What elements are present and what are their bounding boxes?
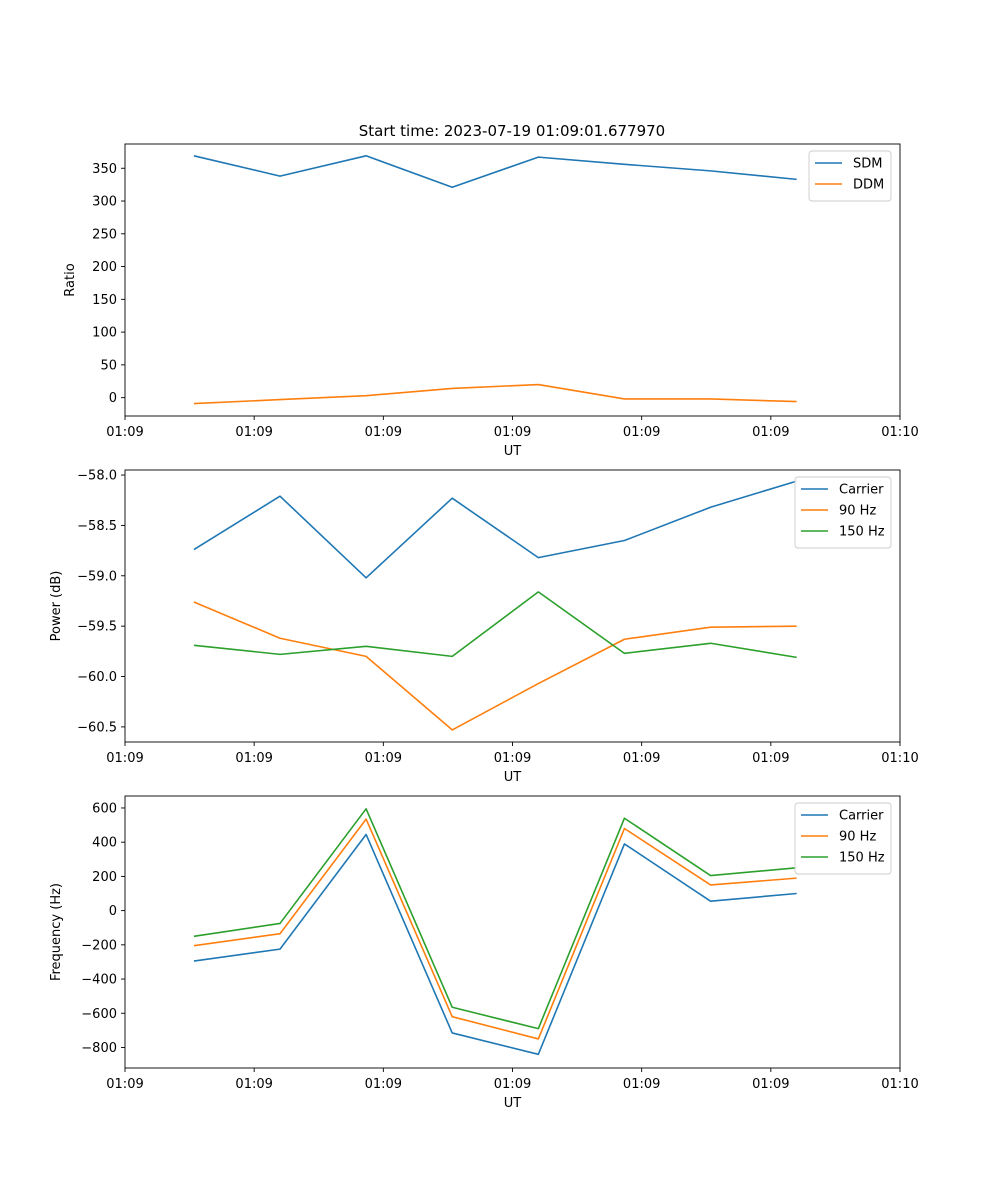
x-tick-label: 01:09 — [365, 425, 402, 440]
axes-frame — [124, 143, 901, 417]
series-line-150-hz — [193, 808, 797, 1030]
x-tick-label: 01:09 — [623, 751, 660, 766]
charts-container: 0 50 100 150 200 250 300 350 01:09 01:09 01:09 01:0… — [49, 143, 919, 1111]
legend: SDM DDM — [808, 150, 892, 202]
y-tick-label: 50 — [100, 358, 117, 373]
x-tick-label: 01:09 — [752, 1077, 789, 1092]
y-tick-label: 100 — [92, 326, 117, 341]
series-line-sdm — [193, 155, 797, 189]
legend-label: 90 Hz — [839, 830, 876, 845]
axes-frame — [124, 469, 901, 743]
y-tick-label: −58.5 — [77, 519, 117, 534]
chart-panel-frequency: −800 −600 −400 −200 0 200 400 600 01:09 01:09 01:0… — [49, 795, 919, 1111]
chart-panel-power: −60.5 −60.0 −59.5 −59.0 −58.5 −58.0 01:09 01:09… — [49, 469, 919, 785]
x-tick-label: 01:09 — [235, 425, 272, 440]
x-tick-label: 01:09 — [106, 751, 143, 766]
figure-title: Start time: 2023-07-19 01:09:01.677970 — [359, 122, 665, 140]
x-tick-label: 01:09 — [235, 1077, 272, 1092]
y-tick-label: −59.5 — [77, 620, 117, 635]
legend: Carrier 90 Hz 150 Hz — [794, 476, 892, 549]
x-axis-label: UT — [504, 1096, 522, 1111]
y-tick-label: −800 — [81, 1041, 117, 1056]
y-tick-label: −59.0 — [77, 569, 117, 584]
legend-label: 90 Hz — [839, 504, 876, 519]
y-tick-label: 0 — [109, 904, 117, 919]
legend-label: DDM — [853, 178, 884, 193]
legend-label: Carrier — [839, 809, 884, 824]
x-tick-label: 01:09 — [494, 425, 531, 440]
y-axis-label: Power (dB) — [49, 571, 64, 642]
x-tick-label: 01:09 — [752, 425, 789, 440]
x-tick-label: 01:09 — [106, 1077, 143, 1092]
legend-label: Carrier — [839, 483, 884, 498]
series-line-carrier — [193, 480, 797, 579]
x-tick-label: 01:09 — [106, 425, 143, 440]
y-axis-label: Ratio — [63, 263, 78, 296]
series-line-150-hz — [193, 591, 797, 659]
y-tick-label: 0 — [109, 391, 117, 406]
chart-panel-ratio: 0 50 100 150 200 250 300 350 01:09 01:09 01:09 01:0… — [63, 143, 919, 459]
y-tick-label: 150 — [92, 293, 117, 308]
legend: Carrier 90 Hz 150 Hz — [794, 802, 892, 875]
y-tick-label: −60.5 — [77, 720, 117, 735]
series-line-ddm — [193, 383, 797, 405]
x-axis-label: UT — [504, 770, 522, 785]
y-tick-label: −400 — [81, 973, 117, 988]
x-tick-label: 01:10 — [881, 425, 918, 440]
series-line-90-hz — [193, 818, 797, 1040]
y-tick-label: 400 — [92, 836, 117, 851]
x-tick-label: 01:09 — [235, 751, 272, 766]
x-tick-label: 01:09 — [365, 1077, 402, 1092]
axes-frame — [124, 795, 901, 1069]
x-tick-label: 01:09 — [623, 425, 660, 440]
y-tick-label: 350 — [92, 162, 117, 177]
y-tick-label: −60.0 — [77, 670, 117, 685]
x-tick-label: 01:09 — [494, 1077, 531, 1092]
x-tick-label: 01:10 — [881, 1077, 918, 1092]
series-line-carrier — [193, 833, 797, 1056]
y-tick-label: 200 — [92, 260, 117, 275]
y-tick-label: −200 — [81, 938, 117, 953]
legend-label: 150 Hz — [839, 525, 885, 540]
x-tick-label: 01:09 — [365, 751, 402, 766]
legend-label: 150 Hz — [839, 851, 885, 866]
x-tick-label: 01:09 — [494, 751, 531, 766]
x-tick-label: 01:10 — [881, 751, 918, 766]
x-tick-label: 01:09 — [623, 1077, 660, 1092]
y-tick-label: 600 — [92, 801, 117, 816]
x-tick-label: 01:09 — [752, 751, 789, 766]
legend-label: SDM — [853, 157, 882, 172]
y-axis-label: Frequency (Hz) — [49, 883, 64, 981]
y-tick-label: 300 — [92, 195, 117, 210]
y-tick-label: −58.0 — [77, 469, 117, 484]
y-tick-label: −600 — [81, 1007, 117, 1022]
y-tick-label: 200 — [92, 870, 117, 885]
x-axis-label: UT — [504, 444, 522, 459]
y-tick-label: 250 — [92, 227, 117, 242]
series-line-90-hz — [193, 601, 797, 731]
